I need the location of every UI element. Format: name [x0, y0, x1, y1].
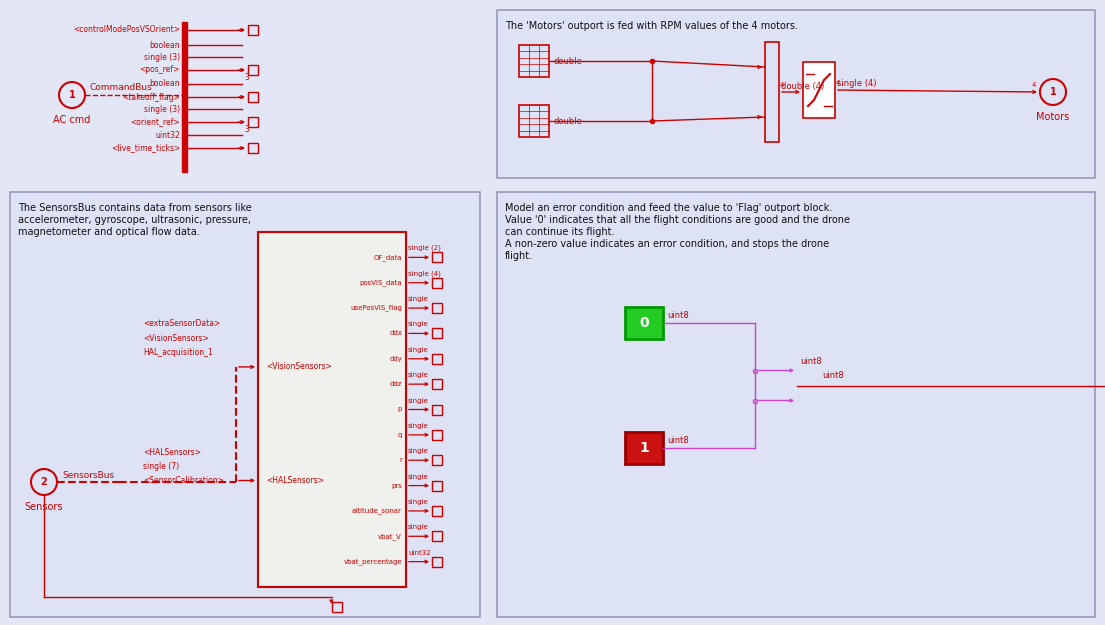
- Text: flight.: flight.: [505, 251, 533, 261]
- Text: prs: prs: [391, 482, 402, 489]
- Text: p: p: [398, 406, 402, 412]
- Text: A non-zero value indicates an error condition, and stops the drone: A non-zero value indicates an error cond…: [505, 239, 829, 249]
- Text: The SensorsBus contains data from sensors like: The SensorsBus contains data from sensor…: [18, 203, 252, 213]
- Text: 4: 4: [1032, 82, 1036, 88]
- Text: 1: 1: [69, 90, 75, 100]
- Text: vbat_V: vbat_V: [378, 533, 402, 539]
- Text: 4: 4: [836, 80, 841, 86]
- Text: q: q: [398, 432, 402, 438]
- FancyBboxPatch shape: [803, 62, 835, 118]
- Text: single (3): single (3): [144, 52, 180, 61]
- Text: ddz: ddz: [390, 381, 402, 387]
- Text: <pos_ref>: <pos_ref>: [139, 66, 180, 74]
- FancyBboxPatch shape: [497, 192, 1095, 617]
- Text: double: double: [552, 56, 582, 66]
- Text: single (4): single (4): [836, 79, 876, 89]
- Text: uint8: uint8: [667, 311, 688, 320]
- Text: The 'Motors' outport is fed with RPM values of the 4 motors.: The 'Motors' outport is fed with RPM val…: [505, 21, 798, 31]
- Text: Sensors: Sensors: [24, 502, 63, 512]
- Text: r: r: [399, 458, 402, 463]
- Text: <VisionSensors>: <VisionSensors>: [143, 334, 209, 343]
- Text: 1: 1: [639, 441, 649, 455]
- Text: <live_time_ticks>: <live_time_ticks>: [110, 144, 180, 152]
- Text: single: single: [408, 398, 429, 404]
- Text: magnetometer and optical flow data.: magnetometer and optical flow data.: [18, 227, 200, 237]
- Text: vbat_percentage: vbat_percentage: [344, 558, 402, 565]
- Text: uint8: uint8: [800, 357, 822, 366]
- Text: <orient_ref>: <orient_ref>: [130, 118, 180, 126]
- Text: <HALSensors>: <HALSensors>: [143, 448, 201, 457]
- FancyBboxPatch shape: [625, 307, 663, 339]
- Text: single: single: [408, 347, 429, 352]
- Text: single (7): single (7): [143, 462, 179, 471]
- Text: 3: 3: [244, 125, 249, 134]
- Text: can continue its flight.: can continue its flight.: [505, 227, 614, 237]
- Text: uint8: uint8: [667, 436, 688, 445]
- FancyBboxPatch shape: [257, 232, 406, 587]
- Text: single: single: [408, 321, 429, 328]
- Text: OF_data: OF_data: [373, 254, 402, 261]
- Text: 3: 3: [244, 73, 249, 82]
- Text: altitude_sonar: altitude_sonar: [352, 508, 402, 514]
- Text: <VisionSensors>: <VisionSensors>: [266, 362, 332, 371]
- Text: single (4): single (4): [408, 270, 441, 277]
- Text: SensorsBus: SensorsBus: [62, 471, 114, 479]
- Text: <controlModePosVSOrient>: <controlModePosVSOrient>: [73, 26, 180, 34]
- Text: Value '0' indicates that all the flight conditions are good and the drone: Value '0' indicates that all the flight …: [505, 215, 850, 225]
- Text: 2: 2: [41, 477, 48, 487]
- FancyBboxPatch shape: [625, 432, 663, 464]
- Text: uint8: uint8: [822, 371, 844, 379]
- Text: ddy: ddy: [389, 356, 402, 362]
- Text: 1: 1: [1050, 87, 1056, 97]
- Text: 4: 4: [780, 82, 785, 88]
- Text: single: single: [408, 474, 429, 479]
- Text: CommandBus: CommandBus: [90, 84, 152, 92]
- Text: AC cmd: AC cmd: [53, 115, 91, 125]
- Text: boolean: boolean: [149, 79, 180, 89]
- Text: Motors: Motors: [1036, 112, 1070, 122]
- Text: Model an error condition and feed the value to 'Flag' outport block.: Model an error condition and feed the va…: [505, 203, 832, 213]
- Text: single (2): single (2): [408, 245, 441, 251]
- Text: <HALSensors>: <HALSensors>: [266, 476, 324, 485]
- Text: usePosVIS_flag: usePosVIS_flag: [350, 305, 402, 311]
- Text: <SensorCalibration>: <SensorCalibration>: [143, 476, 224, 484]
- Text: ddx: ddx: [389, 331, 402, 336]
- Text: uint32: uint32: [408, 549, 431, 556]
- Text: accelerometer, gyroscope, ultrasonic, pressure,: accelerometer, gyroscope, ultrasonic, pr…: [18, 215, 251, 225]
- Text: double: double: [552, 116, 582, 126]
- Text: single: single: [408, 524, 429, 530]
- Text: single: single: [408, 423, 429, 429]
- FancyBboxPatch shape: [182, 22, 187, 172]
- Text: single (3): single (3): [144, 104, 180, 114]
- Text: single: single: [408, 372, 429, 378]
- Text: single: single: [408, 448, 429, 454]
- Text: posVIS_data: posVIS_data: [359, 279, 402, 286]
- Text: single: single: [408, 296, 429, 302]
- FancyBboxPatch shape: [497, 10, 1095, 178]
- FancyBboxPatch shape: [10, 192, 480, 617]
- Text: 0: 0: [639, 316, 649, 330]
- Text: boolean: boolean: [149, 41, 180, 49]
- Text: uint32: uint32: [155, 131, 180, 139]
- Text: double (4): double (4): [781, 81, 824, 91]
- Text: single: single: [408, 499, 429, 505]
- Text: <extraSensorData>: <extraSensorData>: [143, 319, 220, 328]
- Text: <takeoff_flag>: <takeoff_flag>: [123, 92, 180, 101]
- Text: HAL_acquisition_1: HAL_acquisition_1: [143, 348, 213, 357]
